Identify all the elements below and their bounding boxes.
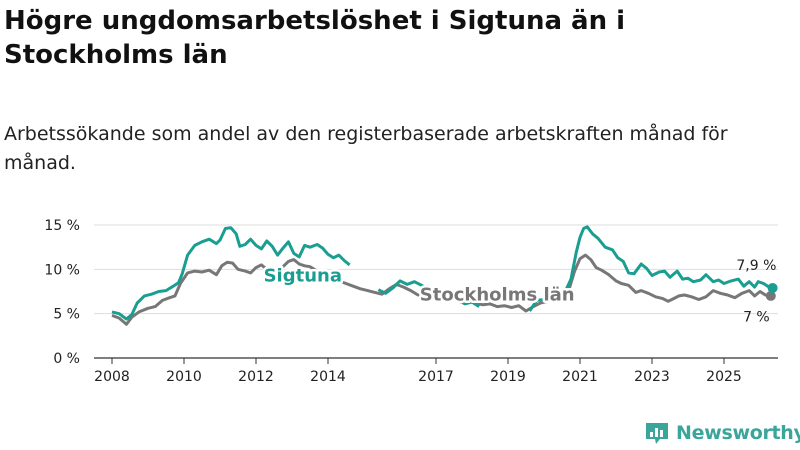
brand-name: Newsworthy	[676, 422, 800, 444]
x-tick-label: 2019	[490, 369, 526, 385]
series-lines	[111, 225, 778, 326]
newsworthy-bar-chart-icon	[646, 423, 668, 444]
newsworthy-logo: Newsworthy	[644, 420, 800, 446]
series-label-stockholm: Stockholms län	[420, 284, 575, 305]
end-point-stockholm	[765, 290, 776, 301]
end-value-label-stockholm: 7 %	[743, 310, 770, 326]
series-label-sigtuna-halo: Sigtuna	[264, 266, 342, 287]
y-tick-label: 5 %	[53, 307, 80, 323]
x-tick-label: 2025	[706, 369, 742, 385]
series-label-sigtuna: Sigtuna	[264, 266, 342, 287]
x-tick-label: 2021	[562, 369, 598, 385]
y-tick-label: 15 %	[44, 218, 80, 234]
series-line-sigtuna	[377, 279, 480, 308]
line-chart: 0 %5 %10 %15 % 2008 2010 2012 2014 2017 2019 2…	[44, 218, 778, 385]
x-tick-label: 2008	[94, 369, 130, 385]
x-tick-label: 2010	[166, 369, 202, 385]
x-tick-label: 2012	[238, 369, 274, 385]
x-tick-label: 2017	[418, 369, 454, 385]
end-point-sigtuna	[767, 282, 778, 293]
x-tick-label: 2014	[310, 369, 346, 385]
y-tick-label: 10 %	[44, 262, 80, 278]
y-tick-label: 0 %	[53, 351, 80, 367]
chart-subtitle: Arbetssökande som andel av den registerb…	[4, 123, 728, 174]
series-line-sigtuna	[111, 226, 351, 321]
x-tick-label: 2023	[634, 369, 670, 385]
end-value-label-sigtuna: 7,9 %	[736, 258, 776, 274]
chart-title: Högre ungdomsarbetslöshet i Sigtuna än i…	[4, 6, 626, 70]
series-line-sigtuna	[528, 225, 773, 312]
x-axis: 2008 2010 2012 2014 2017 2019 2021 2023 2025	[94, 357, 778, 385]
series-label-stockholm-halo: Stockholms län	[420, 284, 575, 305]
